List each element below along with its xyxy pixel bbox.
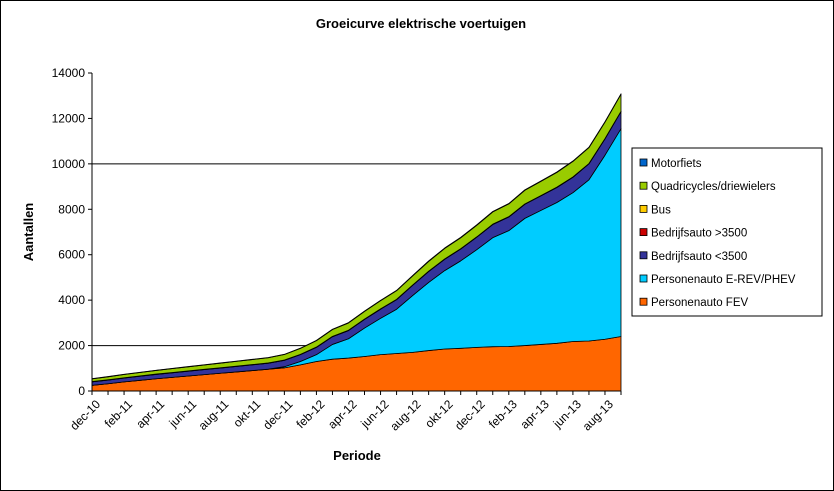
legend-swatch-personenauto-fev: [639, 297, 648, 306]
legend-label-personenauto-fev: Personenauto FEV: [651, 297, 749, 309]
x-tick-label: apr-12: [325, 397, 360, 432]
y-tick-label: 10000: [52, 157, 86, 171]
legend-swatch-bus: [639, 204, 648, 213]
y-tick-label: 12000: [52, 111, 86, 125]
x-tick-label: apr-11: [133, 397, 167, 431]
legend-box: [631, 147, 823, 317]
x-tick-label: okt-11: [231, 397, 264, 430]
y-tick-label: 2000: [58, 339, 85, 353]
legend-label-motorfiets: Motorfiets: [651, 158, 702, 170]
x-tick-label: aug-13: [580, 397, 617, 434]
y-tick-label: 4000: [58, 293, 85, 307]
legend-swatch-quadricycles-driewielers: [639, 181, 648, 190]
y-tick-label: 0: [78, 384, 85, 398]
x-tick-label: aug-12: [387, 397, 424, 434]
y-axis-title: Aantallen: [21, 203, 36, 262]
x-tick-label: dec-10: [67, 397, 103, 433]
legend: Motorfiets Quadricycles/driewielers Bus Bed…: [631, 147, 823, 317]
legend-swatch-personenauto-e-rev-phev: [639, 274, 648, 283]
x-tick-label: jun-12: [357, 397, 391, 431]
x-tick-label: aug-11: [196, 397, 232, 433]
legend-label-bedrijfsauto-3500: Bedrijfsauto <3500: [651, 251, 747, 263]
x-tick-label: feb-12: [294, 397, 328, 431]
legend-label-quadricycles-driewielers: Quadricycles/driewielers: [651, 181, 776, 193]
plot-area: 02000400060008000100001200014000dec-10fe…: [52, 66, 622, 434]
x-tick-label: jun-11: [166, 397, 200, 431]
area-series-motorfiets: [91, 93, 622, 380]
x-tick-label: dec-12: [452, 397, 488, 433]
x-axis-title: Periode: [333, 448, 381, 463]
x-tick-label: jun-13: [550, 397, 584, 431]
legend-swatch-motorfiets: [639, 158, 648, 167]
legend-label-bedrijfsauto-3500: Bedrijfsauto >3500: [651, 228, 747, 240]
x-tick-label: feb-11: [102, 397, 136, 431]
chart-title: Groeicurve elektrische voertuigen: [316, 16, 526, 31]
y-tick-label: 8000: [58, 202, 85, 216]
x-tick-label: okt-12: [422, 397, 456, 431]
x-tick-label: apr-13: [517, 397, 552, 432]
legend-swatch-bedrijfsauto-3500: [639, 228, 648, 237]
x-tick-label: dec-11: [260, 397, 295, 432]
legend-swatch-bedrijfsauto-3500: [639, 251, 648, 260]
legend-label-personenauto-e-rev-phev: Personenauto E-REV/PHEV: [651, 274, 796, 286]
legend-label-bus: Bus: [651, 204, 671, 216]
y-tick-label: 14000: [52, 66, 86, 80]
x-tick-label: feb-13: [486, 397, 520, 431]
y-tick-label: 6000: [58, 248, 85, 262]
